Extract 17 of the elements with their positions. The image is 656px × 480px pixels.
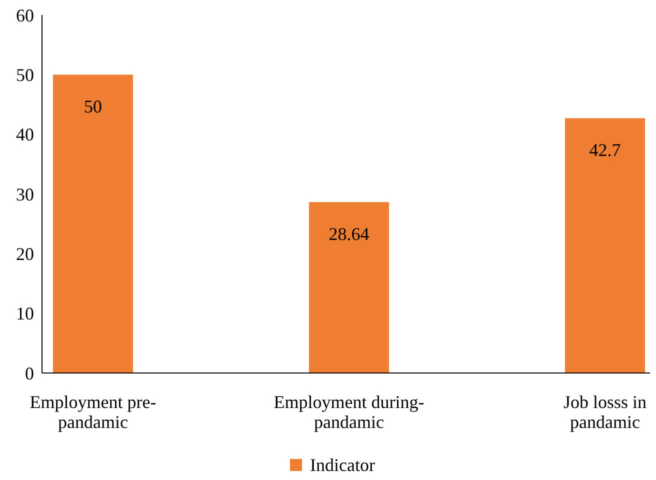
y-tick-label: 50 [16, 64, 34, 85]
data-label: 42.7 [589, 140, 621, 160]
y-tick-label: 40 [16, 124, 34, 145]
bar [53, 74, 133, 373]
x-tick-label: Job losss in pandamic [563, 392, 647, 432]
x-tick-label: Employment during-pandamic [274, 392, 424, 432]
bar [565, 118, 645, 373]
bar [309, 202, 389, 373]
data-label: 50 [84, 96, 102, 117]
y-tick-label: 30 [16, 184, 34, 204]
x-tick-label: Employment pre-pandamic [30, 392, 156, 432]
y-tick-label: 60 [16, 5, 34, 26]
y-tick-label: 10 [16, 304, 34, 324]
y-tick-label: 20 [16, 244, 34, 264]
legend-label: Indicator [310, 455, 375, 475]
data-label: 28.64 [328, 224, 370, 244]
y-tick-label: 0 [25, 363, 34, 384]
